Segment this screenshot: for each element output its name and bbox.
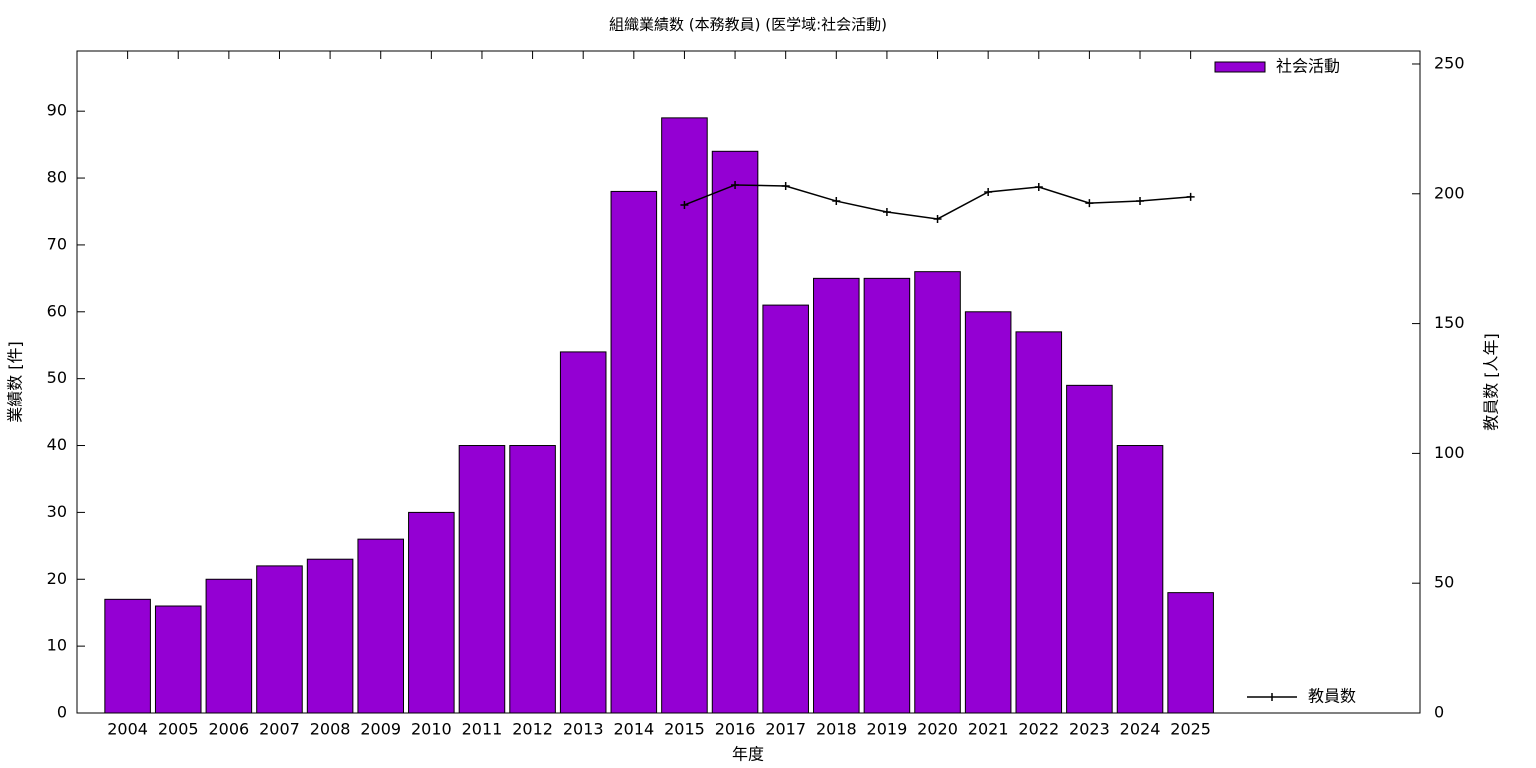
y-tick-label: 90 xyxy=(47,101,67,120)
y2-tick-label: 250 xyxy=(1434,53,1465,72)
y-tick-label: 0 xyxy=(57,703,67,722)
x-tick-label: 2016 xyxy=(715,720,756,739)
x-tick-label: 2015 xyxy=(664,720,705,739)
x-tick-label: 2012 xyxy=(512,720,553,739)
bar xyxy=(1066,384,1113,714)
x-tick-label: 2009 xyxy=(360,720,401,739)
legend-label: 教員数 xyxy=(1308,687,1356,706)
bar xyxy=(964,311,1012,714)
x-tick-label: 2020 xyxy=(917,720,958,739)
y-tick-label: 20 xyxy=(47,569,67,588)
bar xyxy=(863,277,911,714)
bar xyxy=(357,538,404,714)
x-tick-label: 2021 xyxy=(968,720,1009,739)
y-tick-label: 40 xyxy=(47,435,67,454)
bar xyxy=(1116,445,1164,714)
bar xyxy=(458,445,506,714)
bar xyxy=(509,445,556,714)
x-tick-label: 2005 xyxy=(158,720,199,739)
y-tick-label: 80 xyxy=(47,168,67,187)
bar xyxy=(610,190,658,714)
x-tick-label: 2010 xyxy=(411,720,452,739)
bar xyxy=(205,578,253,714)
x-axis-label: 年度 xyxy=(732,745,764,764)
bar xyxy=(711,150,759,714)
legend-swatch xyxy=(1214,61,1266,73)
x-tick-label: 2014 xyxy=(613,720,654,739)
x-tick-label: 2025 xyxy=(1170,720,1211,739)
x-tick-label: 2011 xyxy=(462,720,503,739)
y2-tick-label: 100 xyxy=(1434,443,1465,462)
bar xyxy=(559,351,607,714)
legend-label: 社会活動 xyxy=(1276,57,1340,76)
x-tick-label: 2017 xyxy=(765,720,806,739)
x-tick-label: 2006 xyxy=(209,720,250,739)
y-tick-label: 10 xyxy=(47,636,67,655)
y-tick-label: 50 xyxy=(47,368,67,387)
y2-tick-label: 0 xyxy=(1434,703,1444,722)
bar xyxy=(1015,331,1063,714)
y2-axis-label: 教員数 [人年] xyxy=(1482,333,1501,431)
x-tick-label: 2008 xyxy=(310,720,351,739)
y-tick-label: 30 xyxy=(47,502,67,521)
x-tick-label: 2007 xyxy=(259,720,300,739)
bar xyxy=(914,271,961,714)
line xyxy=(684,184,1191,220)
x-tick-label: 2004 xyxy=(107,720,148,739)
x-tick-label: 2024 xyxy=(1120,720,1161,739)
y-axis-label: 業績数 [件] xyxy=(6,341,25,423)
x-tick-label: 2013 xyxy=(563,720,604,739)
bar xyxy=(306,558,354,714)
legend-line xyxy=(1247,693,1297,701)
bar xyxy=(762,304,809,714)
plot-frame xyxy=(76,50,1421,714)
chart-title: 組織業績数 (本務教員) (医学域:社会活動) xyxy=(609,16,887,34)
x-tick-label: 2019 xyxy=(867,720,908,739)
y-tick-label: 70 xyxy=(47,234,67,253)
bar xyxy=(408,511,455,714)
y2-tick-label: 150 xyxy=(1434,313,1465,332)
x-tick-label: 2022 xyxy=(1018,720,1059,739)
y2-tick-label: 50 xyxy=(1434,573,1454,592)
bar xyxy=(154,605,202,714)
x-tick-label: 2018 xyxy=(816,720,857,739)
bar xyxy=(256,565,303,714)
bar xyxy=(813,277,860,714)
x-tick-label: 2023 xyxy=(1069,720,1110,739)
bar xyxy=(104,598,151,714)
bar xyxy=(1167,592,1214,714)
y2-tick-label: 200 xyxy=(1434,183,1465,202)
bar xyxy=(661,117,708,714)
y-tick-label: 60 xyxy=(47,301,67,320)
